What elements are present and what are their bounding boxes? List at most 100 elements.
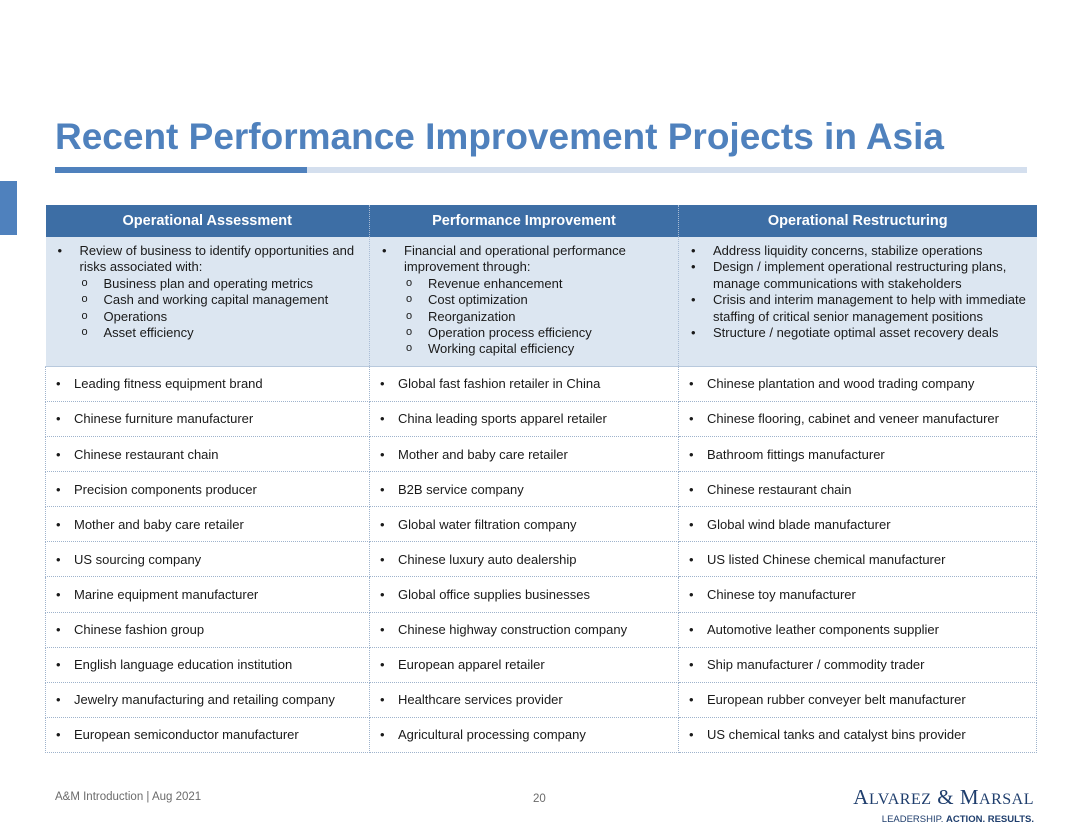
bullet-icon: •: [380, 481, 385, 497]
table-cell: • Precision components producer: [45, 471, 370, 508]
table-row: • Chinese restaurant chain • Mother and bab…: [45, 436, 1037, 473]
table-cell: • European rubber conveyer belt manufactu…: [678, 682, 1037, 718]
table-cell: • China leading sports apparel retailer: [369, 401, 679, 438]
table-row: • Chinese furniture manufacturer • China le…: [45, 401, 1037, 438]
bullet-icon: •: [380, 446, 385, 462]
table-row: • Leading fitness equipment brand • Global …: [45, 366, 1037, 402]
project-name: Global fast fashion retailer in China: [398, 376, 601, 392]
project-name: Automotive leather components supplier: [707, 622, 939, 638]
bullet-icon: •: [56, 551, 61, 567]
description-list: Financial and operational performance im…: [380, 243, 668, 358]
table-cell: • Chinese restaurant chain: [45, 436, 370, 473]
description-row: Review of business to identify opportuni…: [45, 237, 1037, 367]
bullet-icon: •: [56, 586, 61, 602]
project-name: Chinese toy manufacturer: [707, 586, 856, 602]
bullet-icon: •: [380, 622, 385, 638]
bullet-icon: •: [689, 481, 694, 497]
description-subitem: Business plan and operating metrics: [80, 275, 360, 292]
table-cell: • Chinese plantation and wood trading com…: [678, 366, 1037, 402]
bullet-icon: •: [689, 376, 694, 392]
bullet-icon: •: [56, 692, 61, 708]
bullet-icon: •: [689, 446, 694, 462]
bullet-icon: •: [689, 727, 694, 743]
description-text: Review of business to identify opportuni…: [79, 243, 355, 275]
column-header: Operational Restructuring: [678, 205, 1037, 237]
description-item: Structure / negotiate optimal asset reco…: [689, 325, 1027, 342]
table-cell: • Global fast fashion retailer in China: [369, 366, 679, 402]
side-tab-marker: [0, 181, 17, 235]
project-name: China leading sports apparel retailer: [398, 411, 607, 427]
project-name: European rubber conveyer belt manufactur…: [707, 692, 966, 708]
bullet-icon: •: [56, 516, 61, 532]
project-name: Global office supplies businesses: [398, 586, 590, 602]
project-name: Chinese furniture manufacturer: [74, 411, 254, 427]
description-cell: Review of business to identify opportuni…: [45, 237, 370, 367]
table-cell: • Chinese highway construction company: [369, 612, 679, 648]
table-row: • European semiconductor manufacturer • Agr…: [45, 717, 1037, 753]
table-header-row: Operational Assessment Performance Impro…: [45, 205, 1037, 237]
project-name: Marine equipment manufacturer: [74, 586, 259, 602]
page-number: 20: [533, 793, 546, 805]
table-cell: • Bathroom fittings manufacturer: [678, 436, 1037, 473]
project-name: US sourcing company: [74, 551, 202, 567]
project-name: US listed Chinese chemical manufacturer: [707, 551, 946, 567]
project-name: European semiconductor manufacturer: [74, 727, 299, 743]
bullet-icon: •: [380, 727, 385, 743]
table-cell: • Chinese fashion group: [45, 612, 370, 648]
table-cell: • Chinese luxury auto dealership: [369, 541, 679, 578]
description-text: Crisis and interim management to help wi…: [713, 292, 1026, 324]
table-cell: • Ship manufacturer / commodity trader: [678, 647, 1037, 683]
table-cell: • Global office supplies businesses: [369, 576, 679, 613]
table-cell: • Jewelry manufacturing and retailing com…: [45, 682, 370, 718]
project-name: Precision components producer: [74, 481, 257, 497]
description-text: Structure / negotiate optimal asset reco…: [713, 325, 999, 341]
bullet-icon: •: [689, 622, 694, 638]
bullet-icon: •: [380, 692, 385, 708]
table-cell: • Marine equipment manufacturer: [45, 576, 370, 613]
bullet-icon: •: [380, 411, 385, 427]
description-cell: Address liquidity concerns, stabilize op…: [678, 237, 1037, 367]
project-name: Ship manufacturer / commodity trader: [707, 657, 925, 673]
projects-table: Operational Assessment Performance Impro…: [45, 205, 1037, 753]
title-rule: [55, 167, 1027, 173]
table-row: • Chinese fashion group • Chinese highway c…: [45, 612, 1037, 648]
bullet-icon: •: [56, 411, 61, 427]
project-name: English language education institution: [74, 657, 293, 673]
description-subitem: Revenue enhancement: [404, 275, 668, 292]
bullet-icon: •: [56, 727, 61, 743]
project-name: Mother and baby care retailer: [74, 516, 244, 532]
project-name: US chemical tanks and catalyst bins prov…: [707, 727, 966, 743]
project-name: Global wind blade manufacturer: [707, 516, 891, 532]
description-text: Address liquidity concerns, stabilize op…: [713, 243, 983, 258]
bullet-icon: •: [56, 657, 61, 673]
description-subitem: Operation process efficiency: [404, 324, 668, 341]
table-row: • Mother and baby care retailer • Global wa…: [45, 506, 1037, 543]
bullet-icon: •: [689, 692, 694, 708]
project-name: Agricultural processing company: [398, 727, 586, 743]
column-header: Operational Assessment: [45, 205, 370, 237]
logo-wordmark: ALVAREZ & MARSAL: [853, 785, 1034, 809]
table-cell: • Chinese toy manufacturer: [678, 576, 1037, 613]
table-cell: • Chinese furniture manufacturer: [45, 401, 370, 438]
project-name: Chinese highway construction company: [398, 622, 628, 638]
project-name: Mother and baby care retailer: [398, 446, 568, 462]
table-cell: • Leading fitness equipment brand: [45, 366, 370, 402]
project-name: Chinese fashion group: [74, 622, 205, 638]
project-name: Chinese plantation and wood trading comp…: [707, 376, 975, 392]
bullet-icon: •: [689, 516, 694, 532]
description-text: Design / implement operational restructu…: [713, 259, 1007, 291]
bullet-icon: •: [380, 516, 385, 532]
bullet-icon: •: [56, 481, 61, 497]
project-name: Healthcare services provider: [398, 692, 563, 708]
description-subitem: Cost optimization: [404, 291, 668, 308]
table-cell: • US listed Chinese chemical manufacturer: [678, 541, 1037, 578]
table-row: • Precision components producer • B2B servi…: [45, 471, 1037, 508]
footer-label: A&M Introduction | Aug 2021: [55, 791, 202, 803]
title-rule-accent: [55, 167, 307, 173]
table-row: • English language education institution •…: [45, 647, 1037, 683]
description-item: Design / implement operational restructu…: [689, 259, 1027, 292]
table-cell: • Chinese restaurant chain: [678, 471, 1037, 508]
project-name: European apparel retailer: [398, 657, 545, 673]
project-name: Global water filtration company: [398, 516, 577, 532]
project-name: Jewelry manufacturing and retailing comp…: [74, 692, 335, 708]
